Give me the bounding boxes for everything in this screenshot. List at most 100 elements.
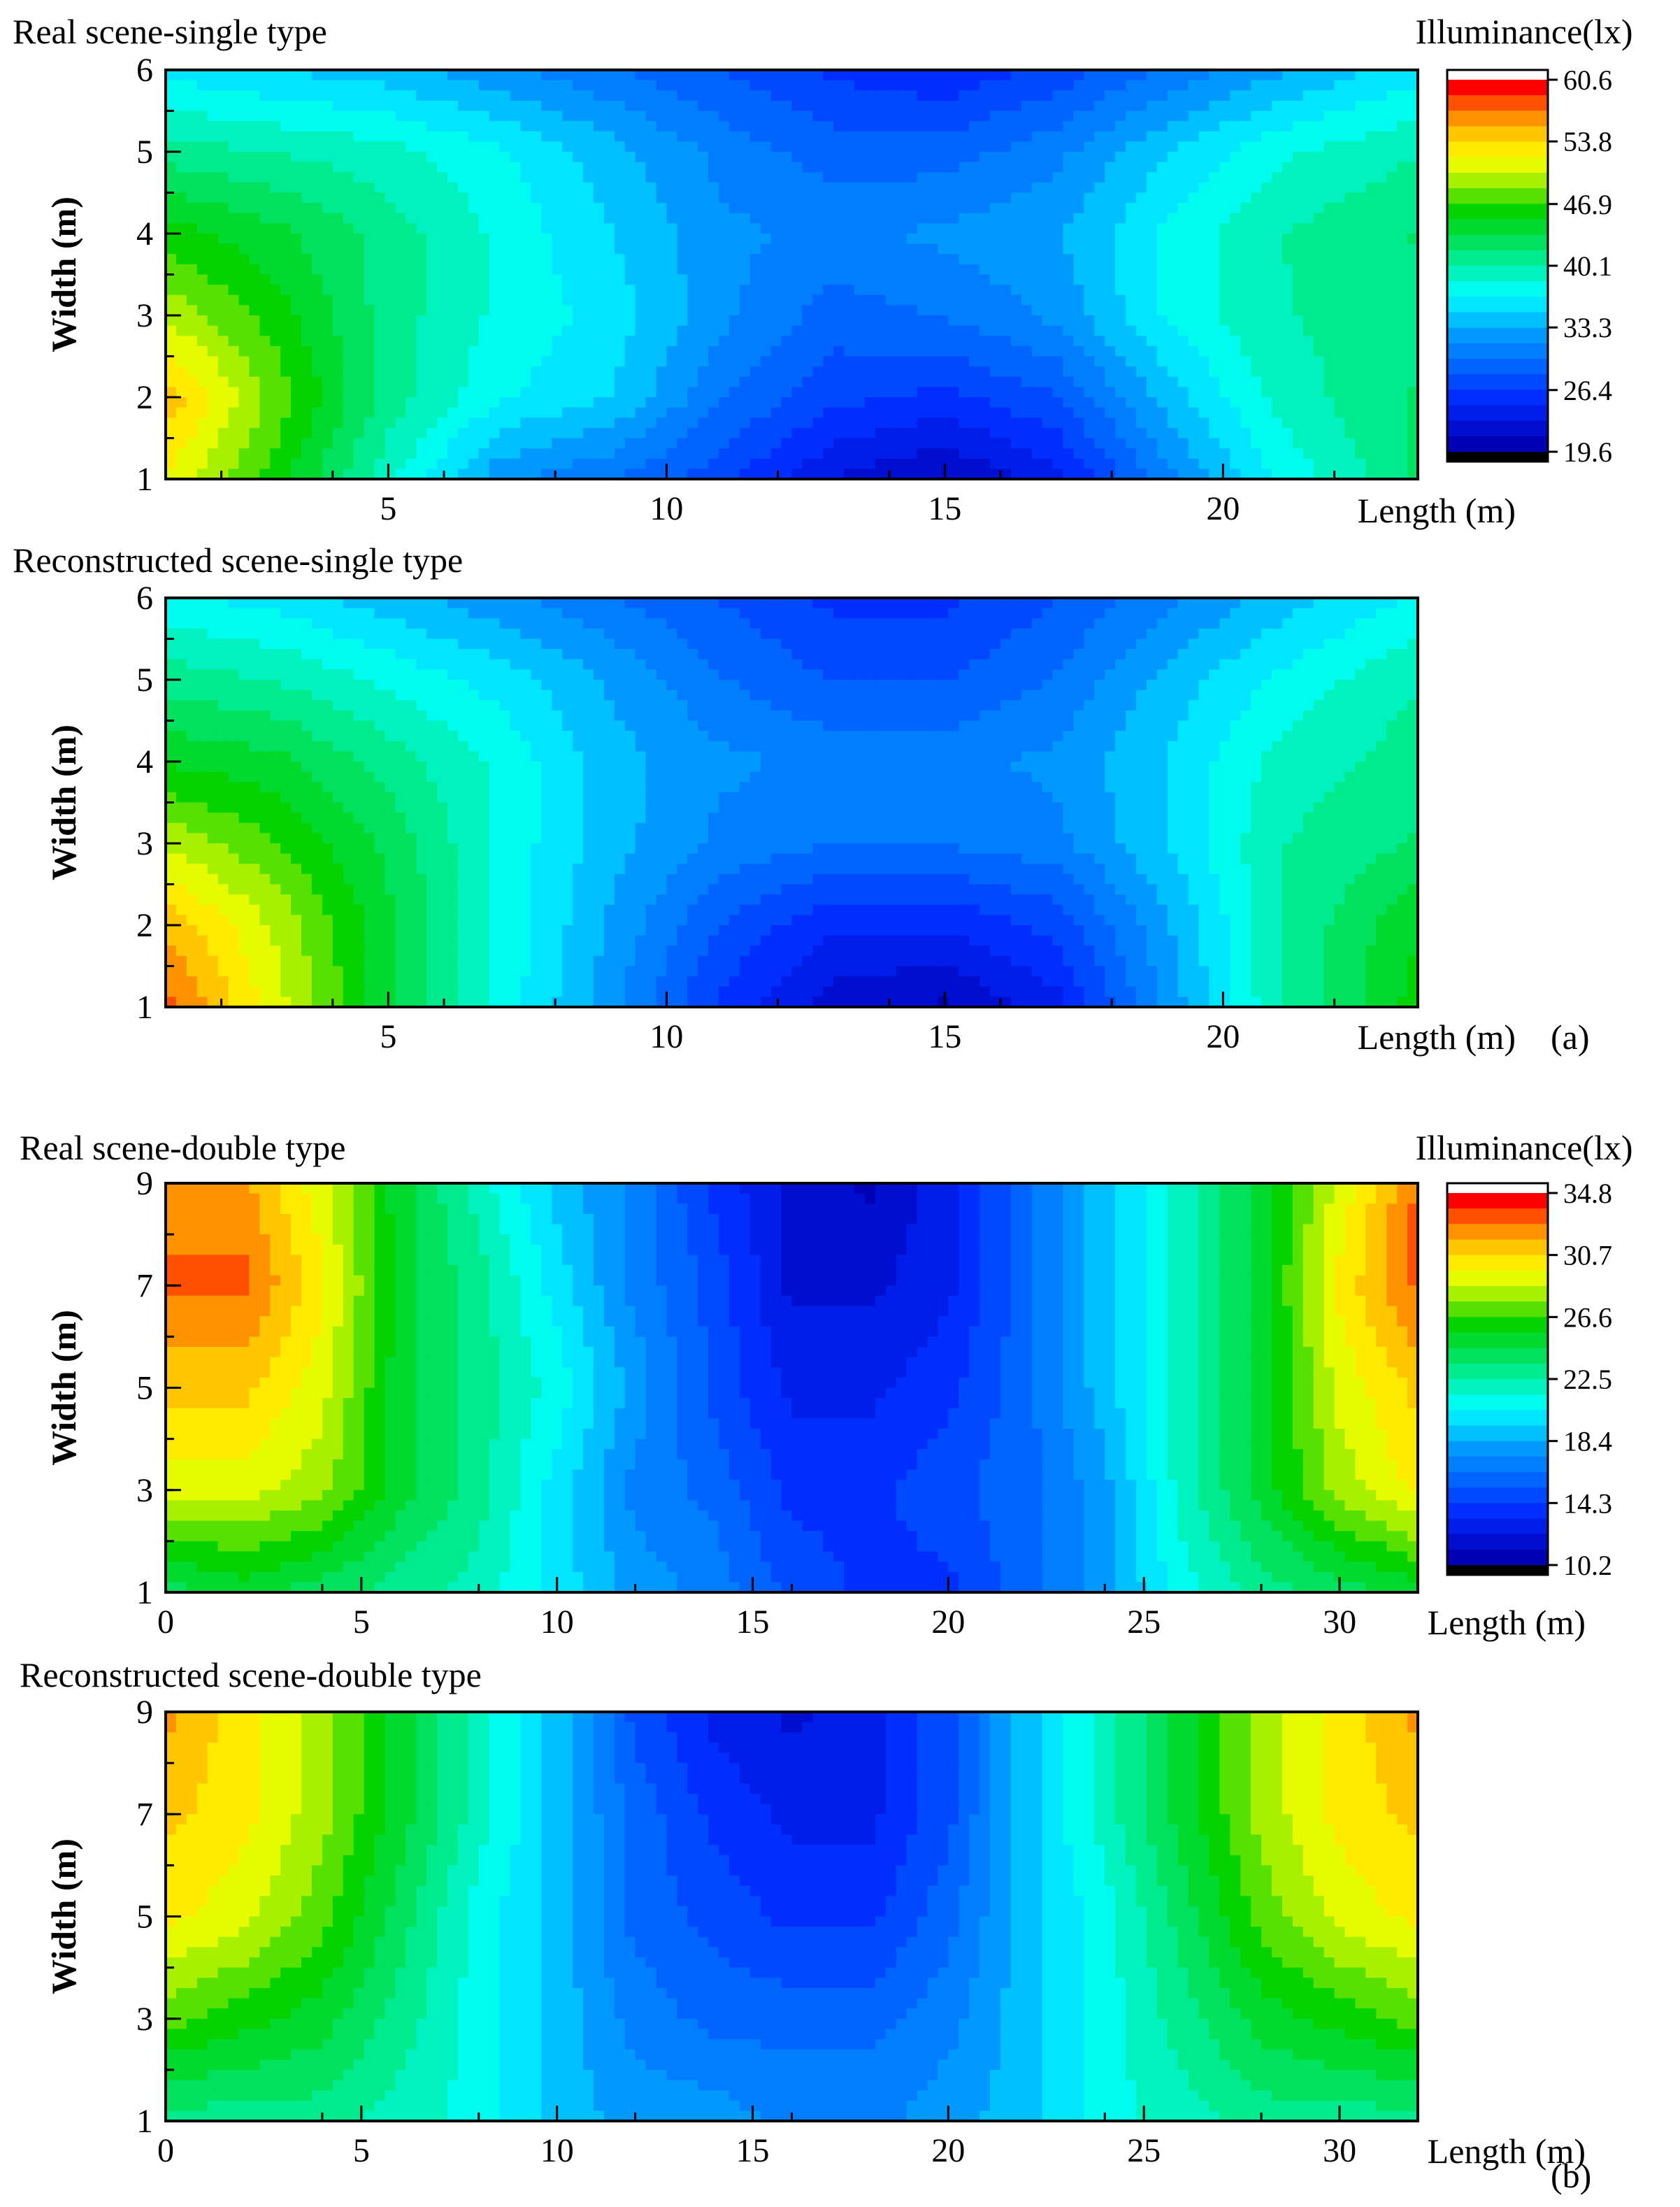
heat-cell [656, 427, 668, 439]
heat-cell [343, 121, 354, 132]
heat-cell [812, 90, 824, 101]
heat-cell [1084, 407, 1095, 418]
heat-cell [166, 254, 177, 265]
heat-cell [291, 223, 302, 234]
heat-cell [1146, 345, 1158, 357]
heat-cell [1198, 264, 1210, 276]
heat-cell [416, 427, 427, 439]
heat-cell [1344, 182, 1356, 194]
heat-cell [457, 192, 469, 203]
heat-cell [1073, 192, 1085, 203]
heat-cell [1261, 469, 1272, 479]
heat-cell [196, 345, 208, 357]
heat-cell [1323, 407, 1335, 418]
heat-cell [979, 70, 991, 81]
heat-cell [343, 264, 354, 276]
heat-cell [802, 469, 813, 479]
heat-cell [1031, 438, 1043, 449]
heat-cell [1000, 458, 1012, 469]
heat-cell [1136, 100, 1147, 112]
heat-cell [562, 598, 573, 609]
heat-cell [739, 162, 751, 173]
heat-cell [322, 397, 333, 408]
heat-cell [301, 131, 313, 142]
heat-cell [948, 285, 959, 296]
heat-cell [343, 203, 354, 214]
heat-cell [259, 336, 271, 347]
heat-cell [520, 469, 531, 479]
heat-cell [698, 598, 709, 609]
heat-cell [635, 110, 647, 122]
heat-cell [1063, 469, 1075, 479]
heat-cell [990, 162, 1001, 173]
heat-cell [948, 458, 959, 469]
heat-cell [1042, 407, 1054, 418]
heat-cell [311, 356, 323, 367]
heat-cell [186, 469, 198, 479]
heat-cell [322, 90, 333, 101]
heat-cell [624, 598, 636, 609]
heat-cell [573, 141, 584, 152]
heat-cell [1115, 213, 1126, 224]
heat-cell [1397, 213, 1408, 224]
heat-cell [1219, 294, 1230, 306]
heat-cell [353, 131, 365, 142]
heat-cell [1021, 448, 1033, 459]
heat-cell [405, 203, 417, 214]
heat-cell [166, 345, 177, 357]
heat-cell [1407, 254, 1418, 265]
heat-cell [228, 598, 240, 609]
heat-cell [1042, 182, 1054, 194]
heat-cell [1198, 90, 1210, 101]
heat-cell [353, 458, 365, 469]
heat-cell [854, 427, 866, 439]
heat-cell [1397, 294, 1408, 306]
heat-cell [948, 110, 959, 122]
heat-cell [353, 223, 365, 234]
heat-cell [802, 325, 813, 336]
heat-cell [1281, 264, 1293, 276]
heat-cell [864, 397, 876, 408]
heat-cell [687, 407, 698, 418]
heat-cell [1334, 274, 1346, 285]
heat-cell [1021, 356, 1033, 367]
heat-cell [1209, 100, 1221, 112]
heat-cell [854, 469, 866, 479]
heat-cell [1355, 274, 1366, 285]
heat-cell [781, 80, 793, 91]
heat-cell [1042, 141, 1054, 152]
heat-cell [510, 70, 522, 81]
heat-cell [457, 366, 469, 378]
heat-cell [781, 203, 793, 214]
heat-cell [437, 417, 448, 429]
heat-cell [833, 152, 845, 163]
heat-cell [802, 274, 813, 285]
heat-cell [1376, 356, 1387, 367]
heat-cell [687, 90, 698, 101]
heat-cell [1052, 141, 1064, 152]
heat-cell [447, 325, 459, 336]
heat-cell [395, 427, 406, 439]
heat-cell [510, 305, 522, 316]
heat-cell [343, 448, 354, 459]
heat-cell [1386, 141, 1398, 152]
heat-cell [1355, 387, 1366, 398]
heat-cell [531, 131, 542, 142]
heat-cell [1010, 182, 1022, 194]
heat-cell [259, 417, 271, 429]
heat-cell [1084, 469, 1095, 479]
heat-cell [969, 366, 980, 378]
heat-cell [1365, 325, 1377, 336]
heat-cell [1261, 234, 1272, 245]
heat-cell [552, 598, 563, 609]
heat-cell [698, 458, 709, 469]
heat-cell [353, 152, 365, 163]
heat-cell [1376, 254, 1387, 265]
heat-cell [385, 182, 396, 194]
heat-cell [739, 376, 751, 387]
heat-cell [614, 162, 626, 173]
heat-cell [917, 325, 928, 336]
heat-cell [1063, 417, 1075, 429]
heat-cell [885, 172, 897, 183]
heat-cell [1292, 376, 1304, 387]
